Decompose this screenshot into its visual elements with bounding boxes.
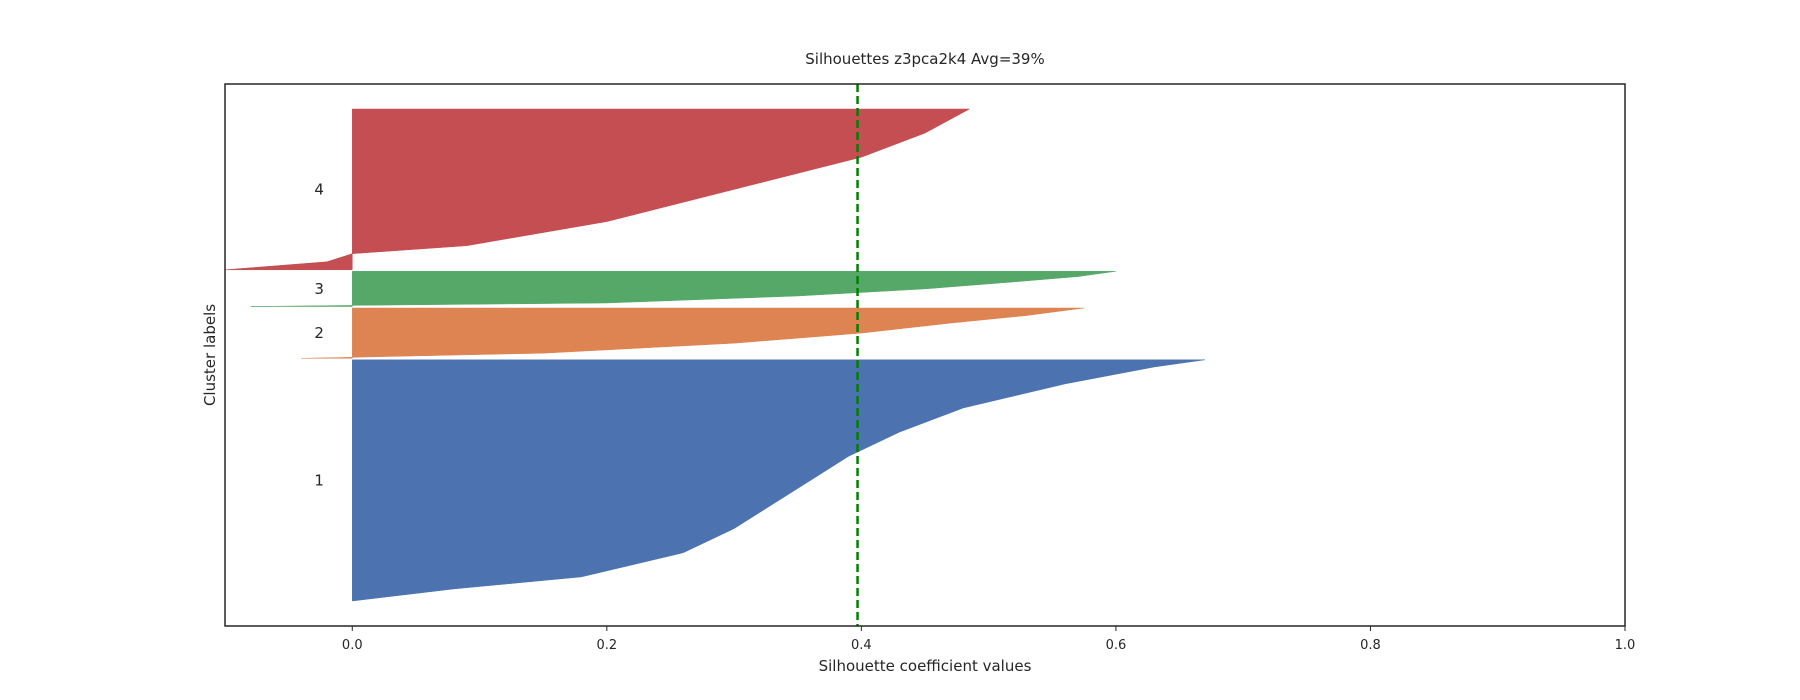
x-tick-label: 0.0: [342, 638, 363, 653]
silhouette-cluster-4: [224, 108, 970, 271]
x-tick-label: 0.8: [1360, 638, 1381, 653]
silhouette-cluster-2: [301, 307, 1085, 359]
silhouette-cluster-1: [352, 359, 1206, 602]
x-tick-label: 0.4: [851, 638, 872, 653]
plot-area: 1 2 3 4: [224, 84, 1206, 626]
chart-title: Silhouettes z3pca2k4 Avg=39%: [805, 50, 1044, 68]
plot-frame: [224, 83, 1626, 627]
x-tick-label: 0.2: [596, 638, 617, 653]
x-tick-label: 1.0: [1615, 638, 1636, 653]
x-axis-label: Silhouette coefficient values: [819, 657, 1032, 675]
cluster-label-3: 3: [314, 280, 324, 298]
x-axis: 0.0 0.2 0.4 0.6 0.8 1.0: [342, 626, 1635, 653]
cluster-label-2: 2: [314, 324, 324, 342]
cluster-label-4: 4: [314, 180, 324, 198]
silhouette-cluster-3: [250, 271, 1116, 307]
x-tick-label: 0.6: [1106, 638, 1127, 653]
cluster-label-1: 1: [314, 471, 324, 489]
y-axis-label: Cluster labels: [201, 304, 219, 406]
